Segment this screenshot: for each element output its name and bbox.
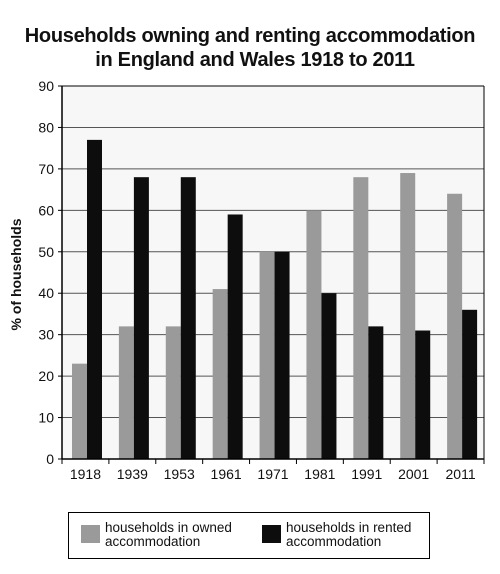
x-tick-label-1981: 1981 [304, 466, 335, 482]
y-tick-label-50: 50 [38, 244, 54, 260]
x-tick-label-1918: 1918 [70, 466, 101, 482]
bar-owned-1981 [306, 210, 322, 459]
bar-owned-2011 [447, 193, 463, 459]
bar-owned-1971 [259, 251, 275, 459]
x-tick-label-1939: 1939 [117, 466, 148, 482]
x-tick-label-1961: 1961 [211, 466, 242, 482]
bar-rented-1939 [133, 177, 149, 459]
bar-rented-1918 [87, 139, 102, 459]
bar-rented-2001 [415, 330, 431, 459]
x-tick-label-1991: 1991 [351, 466, 382, 482]
bar-rented-1991 [368, 326, 384, 459]
y-tick-label-10: 10 [38, 410, 54, 426]
x-tick-label-1953: 1953 [164, 466, 195, 482]
bar-owned-1953 [165, 326, 181, 459]
legend-label-rented: households in rented accommodation [286, 520, 412, 549]
y-tick-label-90: 90 [38, 78, 54, 94]
y-tick-label-0: 0 [46, 451, 54, 467]
y-tick-label-80: 80 [38, 119, 54, 135]
y-tick-label-60: 60 [38, 202, 54, 218]
legend-label-owned: households in owned accommodation [105, 520, 232, 549]
y-tick-label-70: 70 [38, 161, 54, 177]
y-tick-label-20: 20 [38, 368, 54, 384]
chart-title-line-2: in England and Wales 1918 to 2011 [95, 49, 415, 71]
legend-entry-rented: households in rented accommodation [262, 521, 426, 549]
x-tick-label-2001: 2001 [398, 466, 429, 482]
bar-rented-2011 [462, 309, 478, 459]
bar-rented-1971 [274, 251, 290, 459]
chart-title-line-1: Households owning and renting accommodat… [24, 25, 476, 47]
y-tick-label-30: 30 [38, 327, 54, 343]
bar-rented-1961 [227, 214, 243, 459]
bar-rented-1981 [321, 293, 337, 459]
x-tick-label-1971: 1971 [257, 466, 288, 482]
bar-owned-2001 [400, 173, 416, 460]
y-axis-label: % of households [8, 218, 24, 330]
x-tick-label-2011: 2011 [446, 466, 476, 482]
legend-entry-owned: households in owned accommodation [81, 521, 245, 549]
legend: households in owned accommodation househ… [68, 512, 430, 559]
bar-owned-1961 [212, 289, 228, 459]
legend-swatch-rented [262, 525, 281, 543]
bar-owned-1939 [118, 326, 134, 459]
bar-owned-1991 [353, 177, 369, 459]
chart-title: Households owning and renting accommodat… [0, 24, 500, 72]
y-tick-label-40: 40 [38, 285, 54, 301]
legend-swatch-owned [81, 525, 100, 543]
bar-owned-1918 [72, 363, 87, 459]
bar-rented-1953 [180, 177, 196, 459]
